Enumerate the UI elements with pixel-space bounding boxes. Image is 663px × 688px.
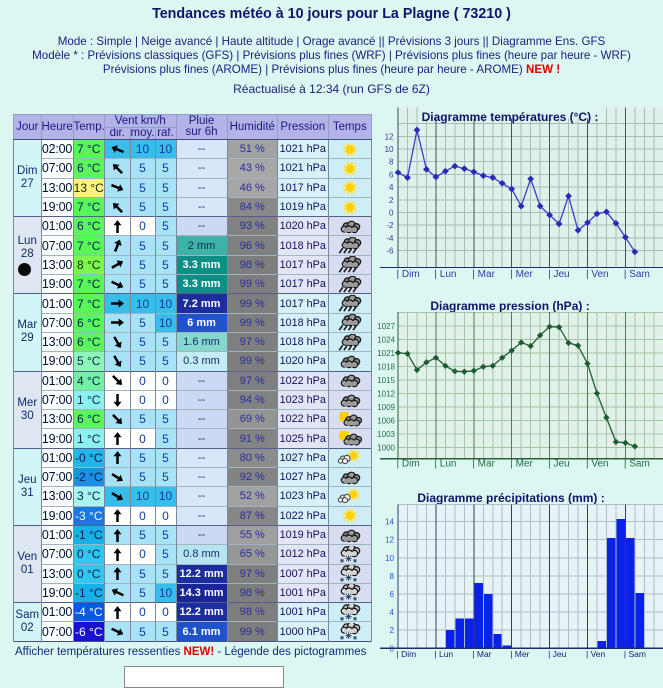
svg-text:| Lun: | Lun (434, 649, 453, 659)
svg-text:| Jeu: | Jeu (548, 269, 570, 280)
svg-text:1006: 1006 (377, 416, 395, 425)
svg-text:| Mar: | Mar (472, 459, 495, 470)
svg-text:| Mar: | Mar (472, 269, 495, 280)
svg-text:| Ven: | Ven (586, 459, 609, 470)
svg-text:1018: 1018 (377, 362, 395, 371)
svg-text:Diagramme précipitations (mm): Diagramme précipitations (mm) : (417, 491, 604, 505)
svg-text:| Lun: | Lun (434, 459, 456, 470)
svg-text:1021: 1021 (377, 349, 395, 358)
svg-text:4: 4 (390, 608, 395, 617)
svg-text:| Dim: | Dim (397, 269, 420, 280)
svg-text:| Dim: | Dim (397, 649, 417, 659)
svg-text:| Jeu: | Jeu (548, 649, 567, 659)
svg-text:Diagramme températures (°C) :: Diagramme températures (°C) : (422, 110, 599, 124)
svg-text:| Mar: | Mar (472, 649, 491, 659)
svg-text:14: 14 (385, 518, 394, 527)
svg-text:| Mer: | Mer (510, 649, 529, 659)
svg-text:1009: 1009 (377, 403, 395, 412)
svg-text:| Sam: | Sam (624, 269, 650, 280)
svg-text:10: 10 (385, 554, 394, 563)
svg-text:4: 4 (389, 183, 394, 192)
svg-text:Diagramme pression (hPa) :: Diagramme pression (hPa) : (430, 299, 589, 313)
svg-text:1015: 1015 (377, 376, 395, 385)
svg-text:2: 2 (389, 196, 394, 205)
svg-text:| Sam: | Sam (624, 459, 650, 470)
svg-text:| Sam: | Sam (624, 649, 646, 659)
svg-text:| Dim: | Dim (397, 459, 420, 470)
svg-text:| Mer: | Mer (510, 269, 533, 280)
svg-text:1003: 1003 (377, 430, 395, 439)
svg-text:8: 8 (390, 572, 395, 581)
svg-text:12: 12 (385, 132, 394, 141)
svg-text:| Lun: | Lun (434, 269, 456, 280)
svg-text:6: 6 (389, 170, 394, 179)
svg-text:10: 10 (385, 145, 394, 154)
svg-text:0: 0 (389, 209, 394, 218)
svg-text:2: 2 (390, 626, 395, 635)
svg-text:-4: -4 (386, 234, 394, 243)
svg-text:-2: -2 (386, 221, 394, 230)
svg-text:| Jeu: | Jeu (548, 459, 570, 470)
svg-text:1027: 1027 (377, 322, 395, 331)
svg-text:12: 12 (385, 536, 394, 545)
svg-text:| Ven: | Ven (586, 649, 605, 659)
svg-text:1024: 1024 (377, 335, 395, 344)
svg-text:8: 8 (389, 158, 394, 167)
svg-text:-6: -6 (386, 247, 394, 256)
svg-text:| Mer: | Mer (510, 459, 533, 470)
svg-text:1012: 1012 (377, 389, 395, 398)
svg-text:1000: 1000 (377, 443, 395, 452)
svg-text:| Ven: | Ven (586, 269, 609, 280)
svg-text:6: 6 (390, 590, 395, 599)
